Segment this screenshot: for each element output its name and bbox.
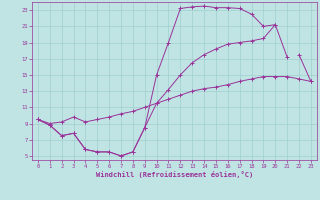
X-axis label: Windchill (Refroidissement éolien,°C): Windchill (Refroidissement éolien,°C) (96, 171, 253, 178)
